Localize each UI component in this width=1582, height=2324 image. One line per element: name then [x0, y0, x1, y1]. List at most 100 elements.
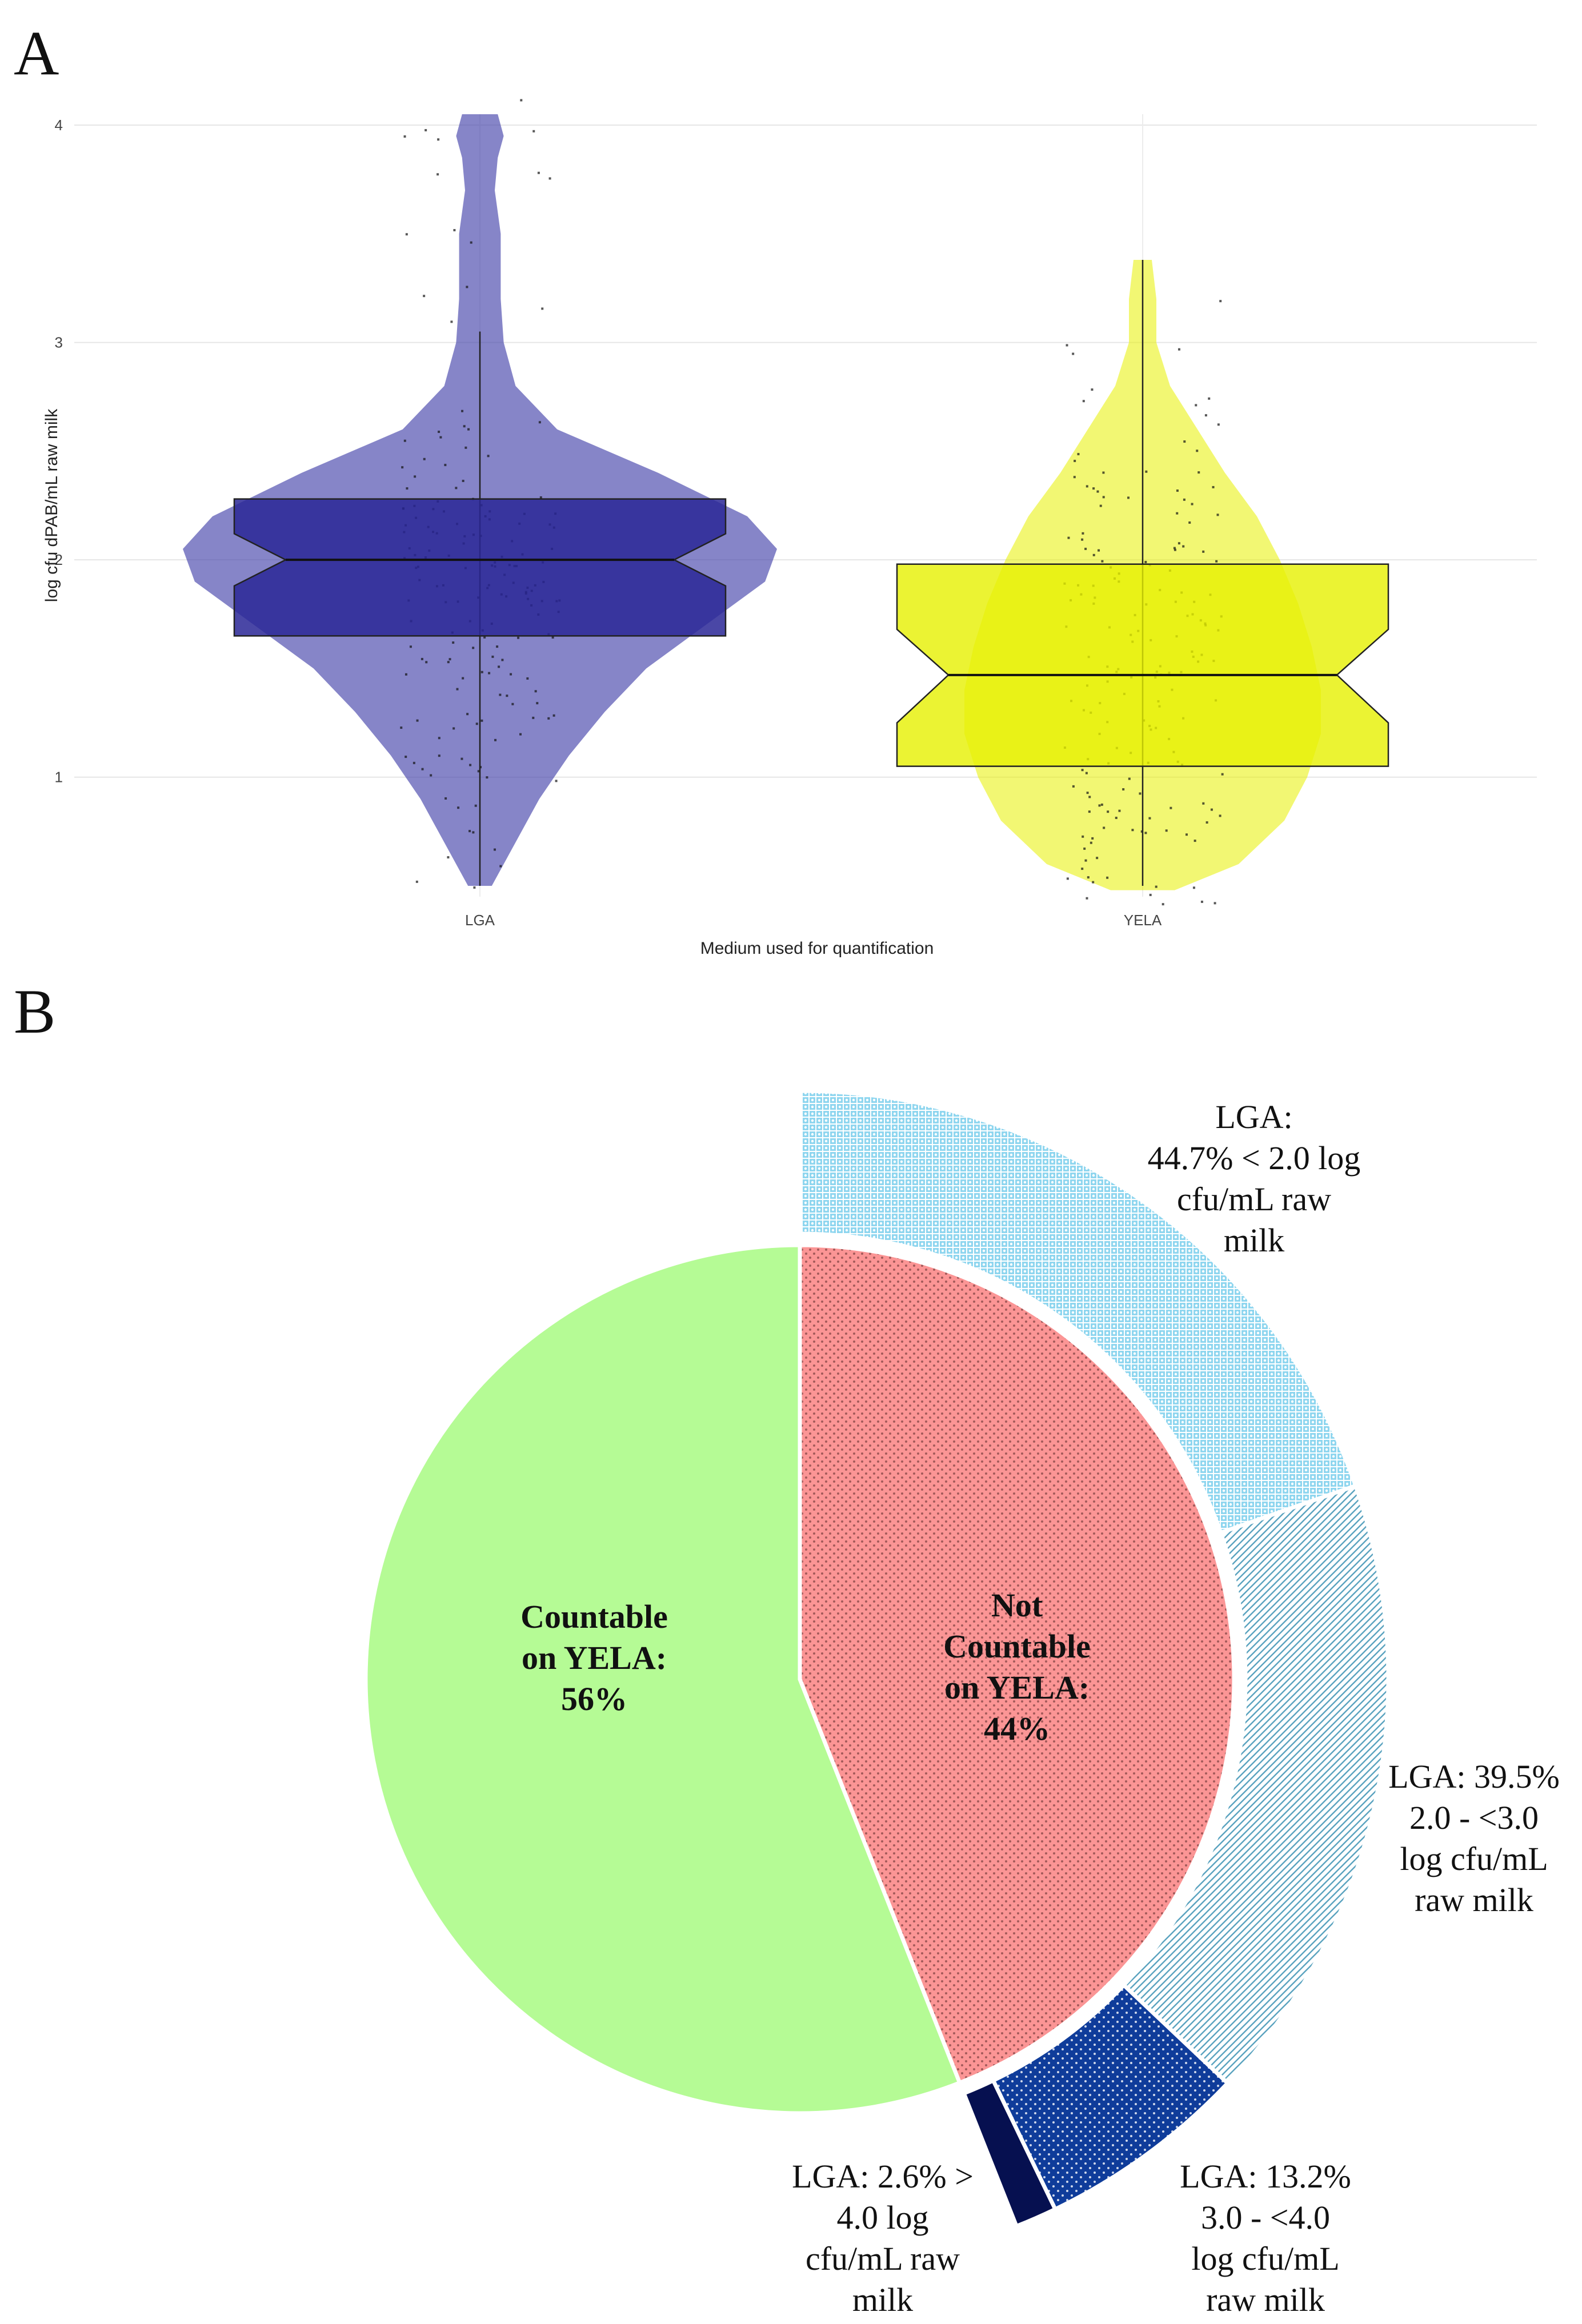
label-lga-lt-2: LGA: 44.7% < 2.0 log cfu/mL raw milk [1148, 1098, 1361, 1259]
jitter-point [420, 657, 423, 660]
jitter-point [1219, 300, 1222, 303]
jitter-point [1090, 841, 1092, 844]
jitter-point [1081, 769, 1084, 772]
jitter-point [1192, 886, 1195, 889]
jitter-point [412, 761, 415, 764]
x-tick-label: LGA [465, 912, 495, 929]
jitter-point [483, 636, 486, 639]
jitter-point [1212, 485, 1215, 488]
jitter-point [547, 717, 550, 720]
jitter-point [1213, 902, 1216, 905]
inner-ring [363, 1243, 1236, 2116]
jitter-point [539, 496, 542, 499]
jitter-point [541, 307, 544, 310]
panel-a-letter: A [14, 18, 59, 88]
jitter-point [538, 421, 541, 424]
y-axis-title: log cfu dPAB/mL raw milk [42, 408, 61, 602]
jitter-point [1098, 804, 1101, 807]
jitter-point [1092, 553, 1095, 556]
jitter-point [1083, 847, 1086, 850]
jitter-point [423, 295, 426, 298]
label-lga-gt-4: LGA: 2.6% >4.0 log cfu/mL raw milk [792, 2158, 974, 2318]
jitter-point [1102, 496, 1105, 499]
jitter-point [403, 439, 406, 442]
jitter-point [491, 655, 494, 658]
box-lga [233, 498, 727, 637]
jitter-point [1072, 785, 1075, 788]
jitter-point [468, 830, 471, 833]
jitter-point [472, 647, 475, 649]
jitter-point [1081, 538, 1084, 541]
label-not-countable: Not Countable on YELA: 44% [943, 1587, 1091, 1747]
slice-lga-2-3 [1121, 1483, 1391, 2086]
jitter-point [463, 425, 466, 428]
jitter-point [1084, 859, 1087, 862]
jitter-point [555, 780, 558, 782]
jitter-point [1155, 885, 1158, 888]
jitter-point [444, 464, 447, 467]
jitter-point [1092, 881, 1095, 884]
jitter-point [1195, 404, 1197, 407]
jitter-point [1082, 835, 1084, 838]
jitter-point [499, 865, 502, 868]
jitter-point [1086, 792, 1089, 794]
jitter-point [1197, 471, 1200, 474]
jitter-point [548, 177, 551, 180]
jitter-point [1066, 344, 1068, 347]
jitter-point [475, 723, 478, 725]
jitter-point [1193, 840, 1196, 842]
jitter-point [1216, 513, 1219, 516]
jitter-point [462, 677, 464, 680]
jitter-point [1219, 814, 1221, 817]
jitter-point [1092, 487, 1095, 490]
jitter-point [1162, 903, 1164, 906]
jitter-point [1131, 829, 1134, 832]
label-lga-2-3: LGA: 39.5% 2.0 - <3.0 log cfu/mL raw milk [1388, 1758, 1560, 1918]
jitter-point [498, 665, 500, 668]
x-axis-title: Medium used for quantification [700, 939, 934, 958]
jitter-point [1100, 803, 1103, 806]
jitter-point [1174, 548, 1176, 551]
jitter-point [532, 130, 535, 133]
jitter-point [1196, 449, 1199, 452]
jitter-point [464, 446, 467, 449]
jitter-point [494, 738, 497, 741]
jitter-point [1185, 833, 1188, 836]
jitter-point [400, 726, 403, 729]
jitter-point [1165, 829, 1168, 832]
jitter-point [1085, 772, 1088, 774]
jitter-point [1176, 489, 1179, 492]
jitter-point [1205, 821, 1208, 824]
jitter-point [1144, 832, 1147, 834]
jitter-point [480, 671, 483, 673]
panel-b-letter: B [14, 977, 55, 1046]
jitter-point [1096, 857, 1099, 860]
jitter-point [1128, 777, 1131, 780]
jitter-point [1182, 545, 1185, 548]
jitter-point [467, 428, 470, 431]
jitter-point [1084, 548, 1087, 551]
jitter-point [466, 286, 468, 288]
jitter-point [1122, 788, 1125, 791]
jitter-point [1096, 490, 1099, 493]
jitter-point [404, 756, 407, 758]
jitter-point [437, 138, 440, 141]
jitter-point [403, 135, 406, 138]
jitter-point [1091, 837, 1094, 840]
boxplots [233, 259, 1389, 886]
jitter-point [455, 487, 458, 489]
slice-lga-gt-4 [961, 2078, 1058, 2229]
jitter-point [1115, 816, 1118, 819]
jitter-point [461, 410, 464, 412]
slice-not-countable [798, 1243, 1236, 2086]
jitter-point [1102, 471, 1105, 474]
jitter-point [1118, 809, 1121, 812]
jitter-point [1103, 826, 1106, 829]
jitter-point [474, 804, 477, 807]
jitter-point [472, 831, 475, 834]
jitter-point [1091, 388, 1094, 391]
jitter-point [425, 661, 428, 664]
jitter-point [551, 636, 554, 639]
jitter-point [462, 480, 464, 483]
jitter-point [1208, 397, 1211, 400]
